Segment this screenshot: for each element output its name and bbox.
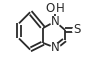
Text: N: N [51,41,59,54]
Text: H: H [56,2,65,15]
Text: S: S [73,23,80,36]
Text: N: N [51,15,59,28]
Text: O: O [45,2,54,15]
